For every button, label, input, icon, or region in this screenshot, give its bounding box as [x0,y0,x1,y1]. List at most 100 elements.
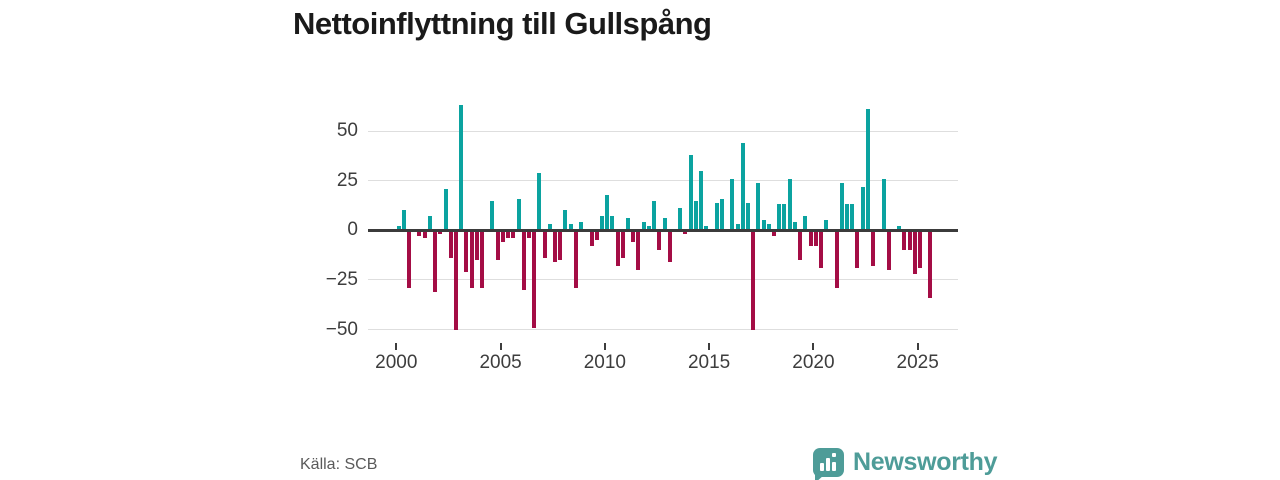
bar-2024Q4 [912,230,917,274]
newsworthy-logo-text: Newsworthy [853,447,998,476]
bar-2009Q3 [594,230,599,241]
bar-2011Q4 [641,222,646,231]
bar-2012Q3 [657,230,662,251]
bar-2021Q3 [845,204,849,231]
x-axis-tick-label: 2025 [896,352,939,373]
gridline-y-50 [368,329,958,331]
bar-2003Q1 [459,105,464,231]
x-axis-tick [708,343,711,350]
bar-2022Q1 [855,230,860,268]
bar-2006Q4 [537,172,542,231]
bar-2010Q1 [605,194,610,231]
bar-2012Q4 [662,218,667,231]
bar-2018Q4 [787,178,792,231]
bar-2016Q2 [735,224,740,231]
bar-2008Q1 [563,210,568,231]
logo-bubble-tail [815,474,824,480]
gridline-y50 [368,130,958,132]
bar-2014Q4 [704,226,709,231]
bar-2018Q2 [777,204,782,231]
bar-2006Q1 [521,230,526,290]
y-axis-tick-label: −25 [325,268,358,290]
bar-2019Q2 [798,230,803,261]
bar-2022Q4 [871,230,876,267]
bar-2010Q2 [610,216,615,231]
bar-2022Q2 [860,186,865,231]
y-axis-tick-label: −50 [325,318,358,340]
x-axis-tick [812,343,815,350]
gridline-y25 [368,180,958,182]
x-axis-tick [395,343,398,350]
bar-2005Q3 [511,230,516,239]
bar-2020Q1 [813,230,818,247]
bar-2010Q4 [620,230,625,259]
bar-2005Q2 [506,230,511,239]
bar-2014Q1 [688,154,693,231]
bar-2006Q2 [526,230,531,239]
bar-2011Q3 [636,230,641,270]
bar-2019Q1 [792,222,797,231]
bar-2016Q3 [740,142,745,231]
bar-2011Q1 [626,218,631,231]
bar-2007Q3 [553,230,558,263]
bar-2004Q4 [495,230,500,261]
logo-bar-2 [826,457,830,471]
bar-2021Q2 [839,182,844,231]
logo-bar-1 [820,462,824,471]
chart-title: Nettoinflyttning till Gullspång [293,6,712,41]
x-axis-tick-label: 2000 [375,352,418,373]
bar-2018Q3 [782,204,787,231]
bar-2001Q4 [433,230,438,292]
bar-2006Q3 [532,230,537,328]
bar-2017Q3 [761,220,766,231]
newsworthy-logo: Newsworthy [813,445,998,480]
y-axis-tick-label: 50 [336,120,358,142]
bar-2007Q1 [542,230,547,259]
bar-2017Q4 [766,224,771,231]
logo-dot [832,452,836,457]
bar-2013Q4 [683,230,688,235]
bar-2013Q1 [667,230,672,263]
bar-2003Q4 [474,230,479,261]
bar-2003Q2 [464,230,469,272]
bar-2009Q2 [589,230,594,247]
bar-2000Q2 [401,210,406,231]
bar-2012Q2 [652,200,657,231]
bar-2000Q1 [396,226,401,231]
bar-2021Q4 [850,204,855,231]
bar-2002Q1 [438,230,443,235]
x-axis-tick-label: 2015 [687,352,731,373]
bar-2007Q4 [558,230,563,261]
bar-2019Q4 [808,230,813,247]
bar-2020Q2 [818,230,823,268]
bar-2008Q4 [579,222,584,231]
bar-2017Q1 [751,230,756,330]
bar-2012Q1 [646,226,651,231]
bar-2001Q1 [417,230,422,237]
newsworthy-logo-icon [813,447,844,480]
bar-2022Q3 [865,109,870,231]
bar-2001Q2 [422,230,427,239]
bar-2025Q1 [918,230,922,268]
bar-2015Q2 [714,202,719,231]
bar-2023Q3 [886,230,891,270]
bar-2005Q1 [500,230,505,243]
y-axis-tick-label: 0 [347,219,358,241]
x-axis-tick [603,343,606,350]
bar-2008Q2 [568,224,573,231]
bar-2023Q2 [881,178,886,231]
bar-2020Q3 [824,220,829,231]
bar-2016Q4 [745,202,750,231]
x-axis-tick [916,343,919,350]
logo-bar-3 [832,461,836,471]
bar-2004Q1 [480,230,485,288]
bar-2024Q3 [907,230,912,251]
bar-2017Q2 [756,182,761,231]
x-axis-tick [499,343,502,350]
bar-2007Q2 [547,224,552,231]
bar-2025Q3 [928,230,933,298]
bar-2013Q3 [678,208,683,231]
bar-2014Q2 [693,200,698,231]
bar-2003Q3 [469,230,474,288]
